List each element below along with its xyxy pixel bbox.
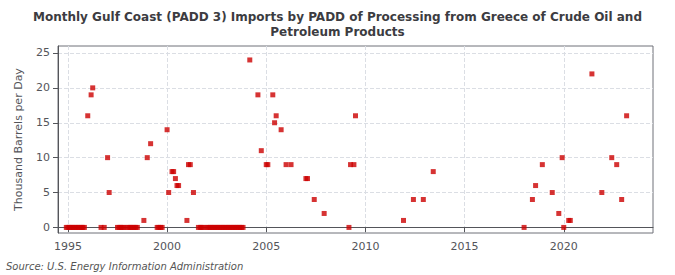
svg-text:0: 0 <box>43 221 50 234</box>
svg-text:5: 5 <box>43 186 50 199</box>
svg-text:2010: 2010 <box>351 240 379 253</box>
svg-text:Petroleum Products: Petroleum Products <box>270 25 404 39</box>
svg-text:1995: 1995 <box>54 240 82 253</box>
svg-text:2020: 2020 <box>550 240 578 253</box>
svg-text:Monthly Gulf Coast (PADD 3) Im: Monthly Gulf Coast (PADD 3) Imports by P… <box>33 10 642 24</box>
svg-text:15: 15 <box>36 116 50 129</box>
svg-text:Thousand Barrels per Day: Thousand Barrels per Day <box>12 68 25 212</box>
svg-text:2000: 2000 <box>153 240 181 253</box>
svg-text:2015: 2015 <box>451 240 479 253</box>
svg-text:Source: U.S. Energy Informatio: Source: U.S. Energy Information Administ… <box>6 261 243 272</box>
svg-text:20: 20 <box>36 81 50 94</box>
svg-text:25: 25 <box>36 46 50 59</box>
svg-text:10: 10 <box>36 151 50 164</box>
svg-text:2005: 2005 <box>252 240 280 253</box>
